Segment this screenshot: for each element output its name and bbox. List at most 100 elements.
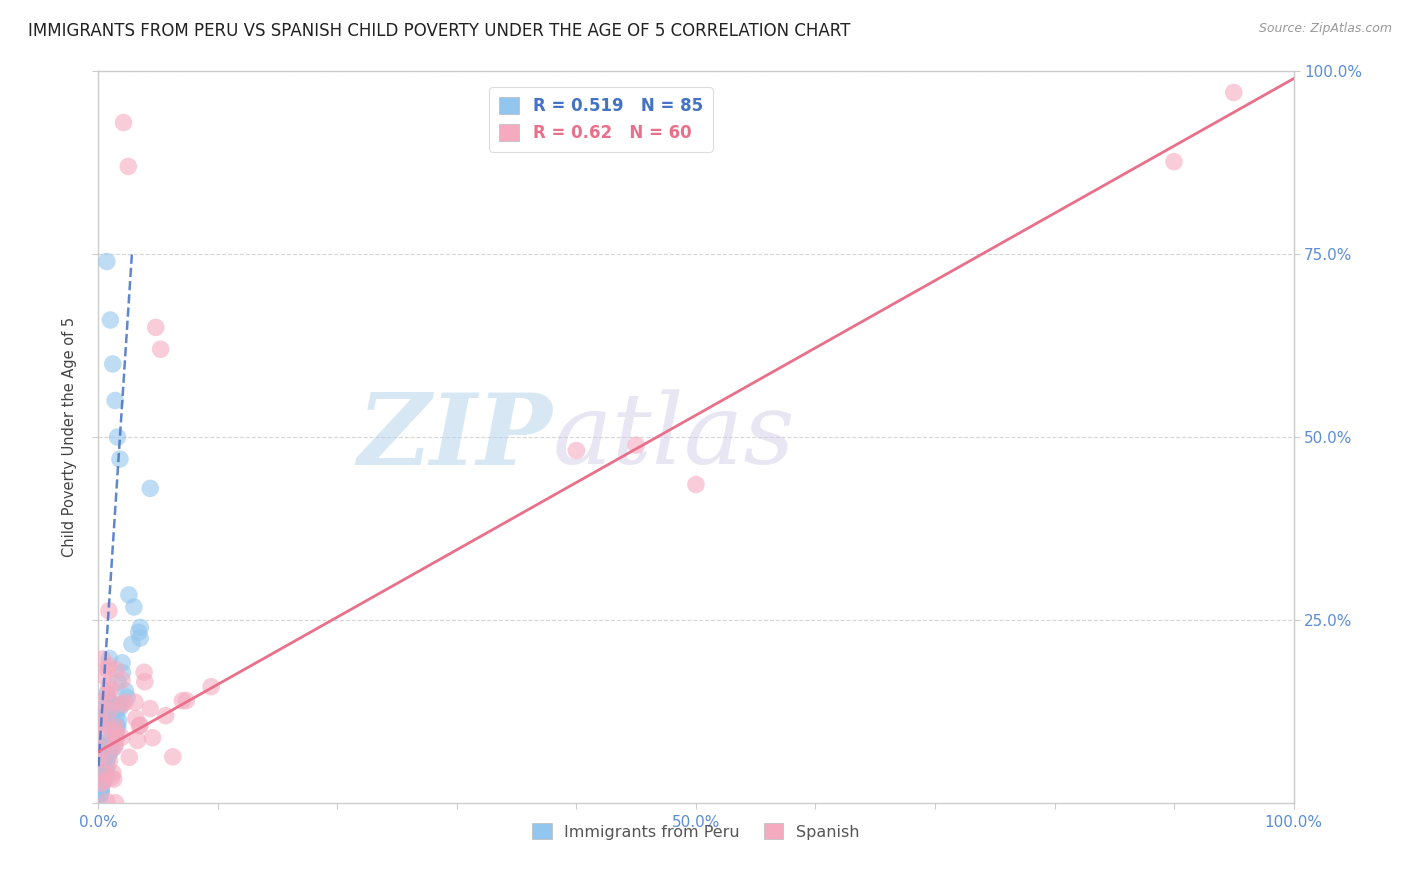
- Point: [94, 750, 117, 764]
- Point: [91, 772, 114, 786]
- Point: [91, 755, 114, 769]
- Point: [121, 637, 143, 651]
- Point: [176, 693, 198, 707]
- Point: [105, 731, 128, 746]
- Point: [91, 711, 114, 725]
- Point: [105, 702, 128, 716]
- Point: [91, 652, 114, 666]
- Point: [105, 709, 128, 723]
- Point: [117, 160, 139, 174]
- Point: [1223, 86, 1246, 100]
- Point: [89, 763, 111, 777]
- Point: [89, 781, 111, 796]
- Point: [114, 695, 136, 709]
- Point: [172, 694, 194, 708]
- Point: [685, 477, 707, 491]
- Point: [108, 698, 131, 712]
- Point: [93, 754, 115, 768]
- Point: [98, 651, 121, 665]
- Point: [104, 663, 127, 677]
- Point: [90, 776, 112, 790]
- Point: [90, 739, 112, 754]
- Point: [96, 715, 118, 730]
- Text: IMMIGRANTS FROM PERU VS SPANISH CHILD POVERTY UNDER THE AGE OF 5 CORRELATION CHA: IMMIGRANTS FROM PERU VS SPANISH CHILD PO…: [28, 22, 851, 40]
- Point: [626, 438, 648, 452]
- Point: [127, 733, 149, 747]
- Point: [139, 482, 162, 496]
- Point: [94, 763, 117, 777]
- Point: [145, 320, 167, 334]
- Point: [87, 752, 110, 766]
- Point: [91, 739, 114, 754]
- Point: [91, 750, 114, 764]
- Point: [94, 766, 117, 780]
- Point: [90, 766, 112, 780]
- Point: [89, 742, 111, 756]
- Point: [105, 723, 128, 737]
- Point: [100, 732, 122, 747]
- Point: [103, 772, 125, 787]
- Point: [98, 704, 121, 718]
- Point: [93, 775, 115, 789]
- Point: [98, 746, 121, 760]
- Point: [128, 719, 150, 733]
- Point: [107, 430, 129, 444]
- Point: [96, 760, 118, 774]
- Point: [565, 443, 588, 458]
- Point: [93, 669, 115, 683]
- Point: [89, 772, 111, 787]
- Point: [107, 714, 129, 728]
- Point: [93, 766, 115, 780]
- Point: [104, 796, 127, 810]
- Point: [91, 762, 114, 776]
- Point: [101, 704, 124, 718]
- Point: [96, 794, 118, 808]
- Point: [101, 698, 124, 713]
- Point: [124, 695, 146, 709]
- Point: [89, 791, 111, 805]
- Point: [98, 741, 121, 756]
- Text: Source: ZipAtlas.com: Source: ZipAtlas.com: [1258, 22, 1392, 36]
- Point: [114, 683, 136, 698]
- Point: [93, 768, 115, 782]
- Point: [100, 771, 122, 785]
- Point: [105, 726, 128, 740]
- Point: [97, 749, 120, 764]
- Point: [111, 665, 134, 680]
- Point: [115, 690, 138, 705]
- Point: [87, 783, 110, 797]
- Point: [89, 695, 111, 709]
- Point: [97, 604, 120, 618]
- Point: [122, 600, 145, 615]
- Point: [87, 764, 110, 779]
- Point: [89, 773, 111, 788]
- Point: [104, 738, 127, 752]
- Point: [97, 679, 120, 693]
- Point: [105, 718, 128, 732]
- Point: [96, 254, 118, 268]
- Point: [101, 741, 124, 756]
- Point: [89, 756, 111, 771]
- Point: [107, 720, 129, 734]
- Point: [101, 357, 124, 371]
- Point: [90, 786, 112, 800]
- Point: [90, 717, 112, 731]
- Point: [89, 780, 111, 794]
- Point: [93, 773, 115, 788]
- Point: [125, 711, 148, 725]
- Point: [89, 752, 111, 766]
- Point: [90, 783, 112, 797]
- Point: [108, 452, 131, 467]
- Point: [101, 695, 124, 709]
- Point: [200, 680, 222, 694]
- Text: atlas: atlas: [553, 390, 796, 484]
- Point: [111, 656, 134, 670]
- Point: [98, 683, 121, 698]
- Point: [98, 754, 121, 768]
- Point: [104, 393, 127, 408]
- Point: [118, 588, 141, 602]
- Point: [134, 674, 156, 689]
- Point: [104, 739, 127, 754]
- Point: [89, 788, 111, 802]
- Point: [98, 731, 121, 746]
